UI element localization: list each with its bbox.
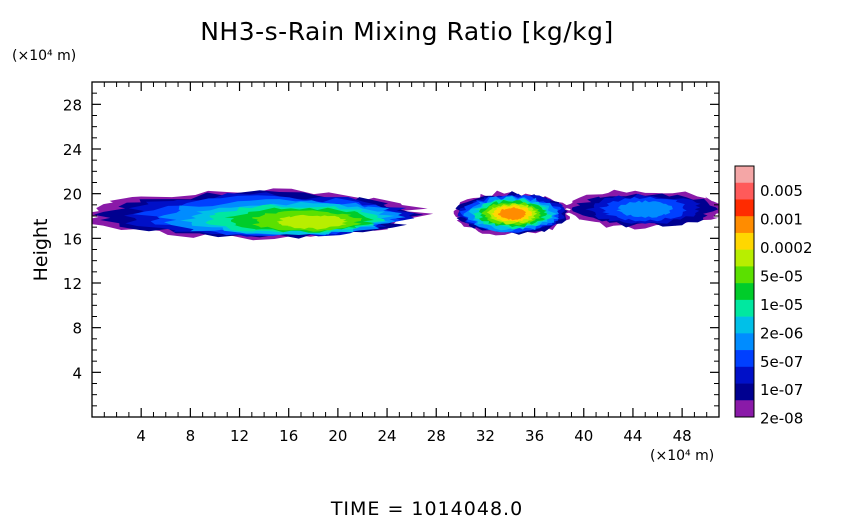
y-tick-label: 16 [63,230,82,248]
colorbar-label: 1e-07 [760,381,803,399]
y-unit-label: (×10⁴ m) [12,48,76,64]
colorbar-label: 0.001 [760,211,803,229]
x-tick-label: 4 [136,427,146,445]
x-tick-label: 28 [427,427,446,445]
colorbar-swatch [735,249,754,267]
colorbar-swatch [735,199,754,217]
x-tick-label: 8 [186,427,196,445]
x-tick-label: 36 [525,427,544,445]
chart-title: NH3-s-Rain Mixing Ratio [kg/kg] [200,17,614,46]
colorbar-swatch [735,232,754,250]
x-tick-label: 16 [279,427,298,445]
y-tick-label: 28 [63,96,82,114]
time-label: TIME = 1014048.0 [330,498,523,519]
colorbar-swatch [735,366,754,384]
colorbar-swatch [735,383,754,401]
colorbar-swatch [735,283,754,301]
colorbar-swatch [735,182,754,200]
colorbar-label: 2e-08 [760,410,803,428]
colorbar-swatch [735,216,754,234]
colorbar-label: 2e-06 [760,324,803,342]
colorbar-label: 0.0002 [760,239,813,257]
colorbar-swatch [735,316,754,334]
contour-field [92,188,719,241]
x-tick-label: 24 [378,427,397,445]
colorbar: 0.005 0.001 0.0002 5e-05 1e-05 2e-06 5e-07 1e-0… [734,165,813,428]
contour-band [276,214,348,230]
colorbar-label: 5e-05 [760,267,803,285]
x-tick-label: 12 [230,427,249,445]
contour-band [616,200,673,218]
plot-area [92,188,719,241]
x-tick-label: 48 [673,427,692,445]
colorbar-label: 0.005 [760,182,803,200]
colorbar-swatch [735,350,754,368]
x-unit-label: (×10⁴ m) [650,448,714,464]
y-tick-label: 8 [72,320,82,338]
colorbar-label: 5e-07 [760,353,803,371]
colorbar-swatch [735,299,754,317]
y-tick-label: 20 [63,186,82,204]
x-tick-label: 44 [623,427,642,445]
x-tick-label: 32 [476,427,495,445]
x-tick-label: 40 [574,427,593,445]
y-tick-label: 24 [63,141,82,159]
colorbar-swatch [735,400,754,418]
y-tick-label: 12 [63,275,82,293]
y-axis-label: Height [30,219,52,282]
plot-frame [91,81,720,418]
x-tick-label: 20 [328,427,347,445]
y-tick-label: 4 [72,364,82,382]
contour-band [497,207,526,221]
colorbar-frame [734,165,755,418]
colorbar-label: 1e-05 [760,296,803,314]
colorbar-swatch [735,266,754,284]
colorbar-swatch [735,166,754,184]
colorbar-swatch [735,333,754,351]
